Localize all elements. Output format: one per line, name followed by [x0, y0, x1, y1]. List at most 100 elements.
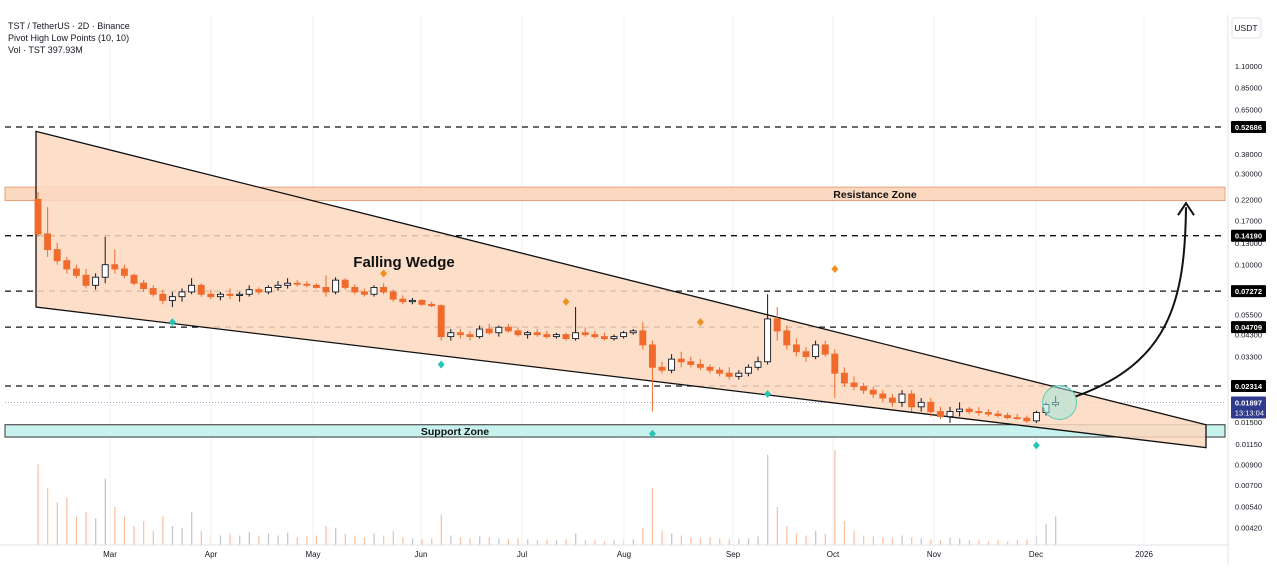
volume-bar: [815, 530, 817, 545]
candle: [706, 364, 714, 374]
volume-bar: [306, 536, 308, 545]
x-tick-label: Aug: [617, 550, 631, 559]
candle-body: [754, 361, 762, 368]
candle-body: [1013, 417, 1021, 420]
volume-bar: [997, 540, 999, 545]
volume-bar: [335, 527, 337, 545]
y-tick-label: 0.00700: [1235, 481, 1262, 490]
candle-body: [178, 291, 186, 298]
candle: [552, 332, 560, 339]
candle-body: [773, 318, 781, 332]
candle: [197, 283, 205, 297]
volume-bar: [133, 526, 135, 545]
volume-bars: [37, 450, 1057, 545]
level-badge: [1231, 380, 1266, 392]
volume-bar: [373, 533, 375, 545]
level-badge-label: 0.14190: [1235, 232, 1262, 241]
candle: [908, 390, 916, 412]
candle-body: [264, 287, 272, 293]
wedge-area: [35, 130, 1207, 449]
volume-bar: [959, 538, 961, 545]
candle: [476, 325, 484, 339]
volume-bar: [239, 535, 241, 545]
candle: [687, 356, 695, 368]
x-tick-label: May: [305, 550, 320, 559]
candle: [53, 242, 61, 265]
candle-body: [92, 276, 100, 286]
candle: [629, 329, 637, 335]
candle: [495, 325, 503, 337]
candle-body: [706, 366, 714, 371]
volume-bar: [747, 538, 750, 545]
candle: [764, 294, 772, 365]
candle: [447, 329, 455, 341]
volume-bar: [776, 507, 778, 545]
indicator-line[interactable]: Pivot High Low Points (10, 10): [8, 33, 130, 43]
candle: [543, 330, 551, 339]
candle: [812, 340, 820, 360]
candle-body: [658, 366, 666, 371]
y-tick-label: 0.30000: [1235, 170, 1262, 179]
volume-bar: [498, 538, 500, 545]
y-tick-label: 0.01150: [1235, 440, 1262, 449]
candle-body: [44, 233, 52, 251]
x-axis[interactable]: Mar Apr May Jun Jul Aug Sep Oct Nov Dec 2026: [0, 544, 1228, 559]
candle: [437, 304, 445, 341]
y-tick-label: 0.17000: [1235, 217, 1262, 226]
candle: [610, 334, 618, 341]
candle: [341, 278, 349, 290]
candle: [303, 281, 311, 288]
candle: [322, 275, 330, 297]
candle-body: [984, 412, 992, 415]
candle: [140, 280, 148, 292]
volume-bar: [450, 535, 452, 545]
candle-body: [389, 291, 397, 300]
candle: [860, 382, 868, 395]
candle-body: [620, 332, 628, 338]
y-tick-label: 0.85000: [1235, 83, 1262, 92]
support-zone-label: Support Zone: [421, 426, 489, 438]
candle: [869, 386, 877, 399]
candle-body: [879, 393, 887, 399]
symbol-line[interactable]: TST / TetherUS · 2D · Binance: [8, 21, 130, 31]
candle-body: [312, 284, 320, 288]
volume-bar: [786, 526, 788, 545]
volume-bar: [469, 538, 471, 545]
candle: [207, 289, 215, 300]
pivot-high-marker: [562, 297, 570, 306]
candle-body: [168, 296, 176, 301]
candle-body: [869, 389, 877, 395]
candle-body: [629, 330, 637, 334]
candle: [917, 398, 925, 412]
x-tick-label: 2026: [1135, 550, 1153, 559]
candle-body: [946, 411, 954, 418]
candle: [716, 367, 724, 377]
candle-body: [600, 336, 608, 340]
volume-bar: [248, 531, 250, 545]
volume-bar: [757, 536, 759, 545]
x-tick-label: Apr: [205, 550, 218, 559]
candle: [792, 338, 800, 357]
volume-bar: [411, 538, 414, 545]
candle-body: [332, 279, 340, 293]
y-axis[interactable]: USDT 1.10000 0.85000 0.65000 0.38000 0.30000 0…: [1227, 15, 1266, 565]
pivot-low-marker: [437, 360, 445, 369]
candle-body: [207, 293, 215, 298]
candle: [178, 288, 186, 302]
volume-line[interactable]: Vol · TST 397.93M: [8, 45, 83, 55]
candle: [72, 264, 80, 279]
volume-bar: [661, 530, 663, 545]
candle: [514, 327, 522, 337]
candle: [888, 394, 896, 407]
volume-bar: [267, 533, 270, 545]
candle: [360, 288, 368, 297]
candle: [120, 264, 128, 279]
volume-bar: [431, 538, 433, 545]
candle-body: [408, 299, 416, 303]
volume-bar: [344, 533, 346, 545]
candle-body: [648, 344, 656, 368]
volume-bar: [555, 540, 558, 545]
candle-body: [456, 332, 464, 336]
candle-body: [284, 282, 292, 286]
